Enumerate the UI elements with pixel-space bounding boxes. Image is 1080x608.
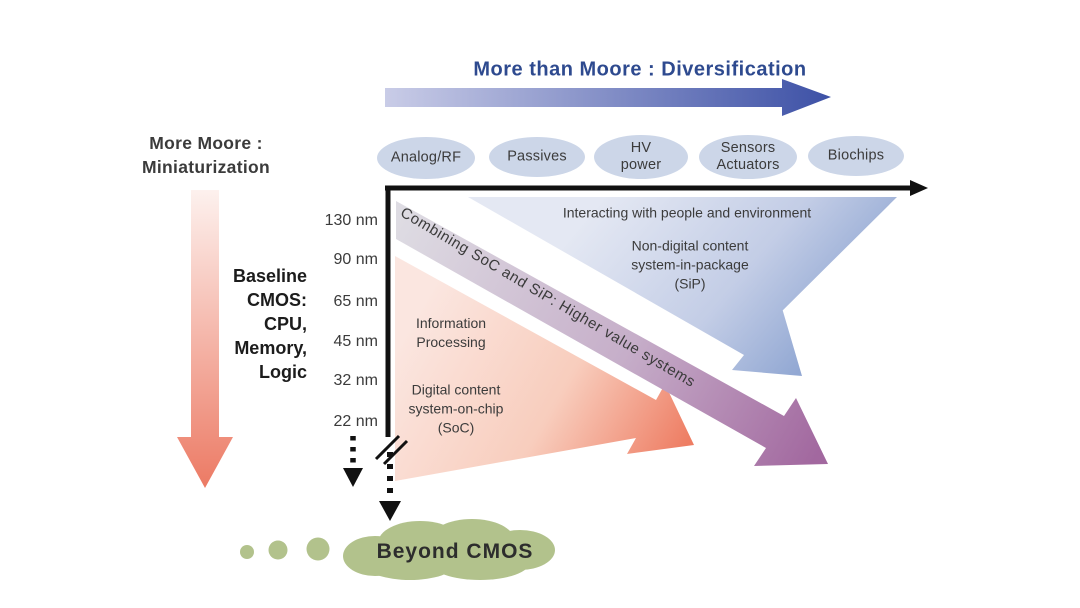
node-label-32nm: 32 nm bbox=[333, 372, 378, 389]
sip-arrow-shape bbox=[468, 197, 897, 376]
soc-label: Digital content system-on-chip (SoC) bbox=[408, 381, 504, 436]
axis-break-icon bbox=[374, 434, 409, 466]
x-axis bbox=[385, 180, 928, 196]
node-label-65nm: 65 nm bbox=[333, 293, 378, 310]
category-ellipse-hv-power bbox=[594, 135, 688, 179]
cloud-dot bbox=[240, 545, 254, 559]
cloud-trail-dots bbox=[240, 537, 330, 561]
category-label-hv-power: HV power bbox=[620, 140, 662, 173]
category-label-passives: Passives bbox=[507, 148, 567, 165]
more-than-moore-arrow bbox=[385, 79, 831, 116]
more-moore-line2: Miniaturization bbox=[142, 157, 270, 177]
more-than-moore-title: More than Moore : Diversification bbox=[473, 58, 807, 81]
category-label-biochips: Biochips bbox=[827, 147, 885, 164]
beyond-cmos-label: Beyond CMOS bbox=[376, 540, 534, 563]
node-label-130nm: 130 nm bbox=[324, 212, 378, 229]
more-moore-title: More Moore : Miniaturization bbox=[142, 131, 270, 179]
more-moore-arrow bbox=[177, 190, 233, 488]
cloud-dot bbox=[306, 537, 330, 561]
cloud-dot bbox=[268, 540, 288, 560]
sip-caption: Interacting with people and environment bbox=[562, 204, 812, 221]
more-moore-line1: More Moore : bbox=[149, 133, 263, 153]
information-processing-label: Information Processing bbox=[415, 315, 487, 350]
beyond-cmos-cloud bbox=[343, 519, 555, 580]
category-ellipse-sensors bbox=[699, 135, 797, 179]
baseline-cmos-label: Baseline CMOS: CPU, Memory, Logic bbox=[232, 266, 307, 382]
node-label-22nm: 22 nm bbox=[333, 413, 378, 430]
combining-band-arrow bbox=[396, 201, 828, 466]
soc-arrow-shape bbox=[395, 256, 694, 481]
sip-label: Non-digital content system-in-package (S… bbox=[631, 237, 749, 292]
node-label-45nm: 45 nm bbox=[333, 333, 378, 350]
category-ellipse-analog-rf bbox=[377, 137, 475, 179]
node-label-90nm: 90 nm bbox=[333, 251, 378, 268]
dashed-arrow-axis bbox=[379, 452, 401, 521]
dashed-arrow-left bbox=[343, 436, 363, 487]
category-ellipse-passives bbox=[489, 137, 585, 177]
category-label-sensors-actuators: Sensors Actuators bbox=[716, 140, 780, 173]
category-ellipse-biochips bbox=[808, 136, 904, 176]
category-ellipses bbox=[377, 135, 904, 179]
category-label-analog-rf: Analog/RF bbox=[390, 149, 462, 166]
